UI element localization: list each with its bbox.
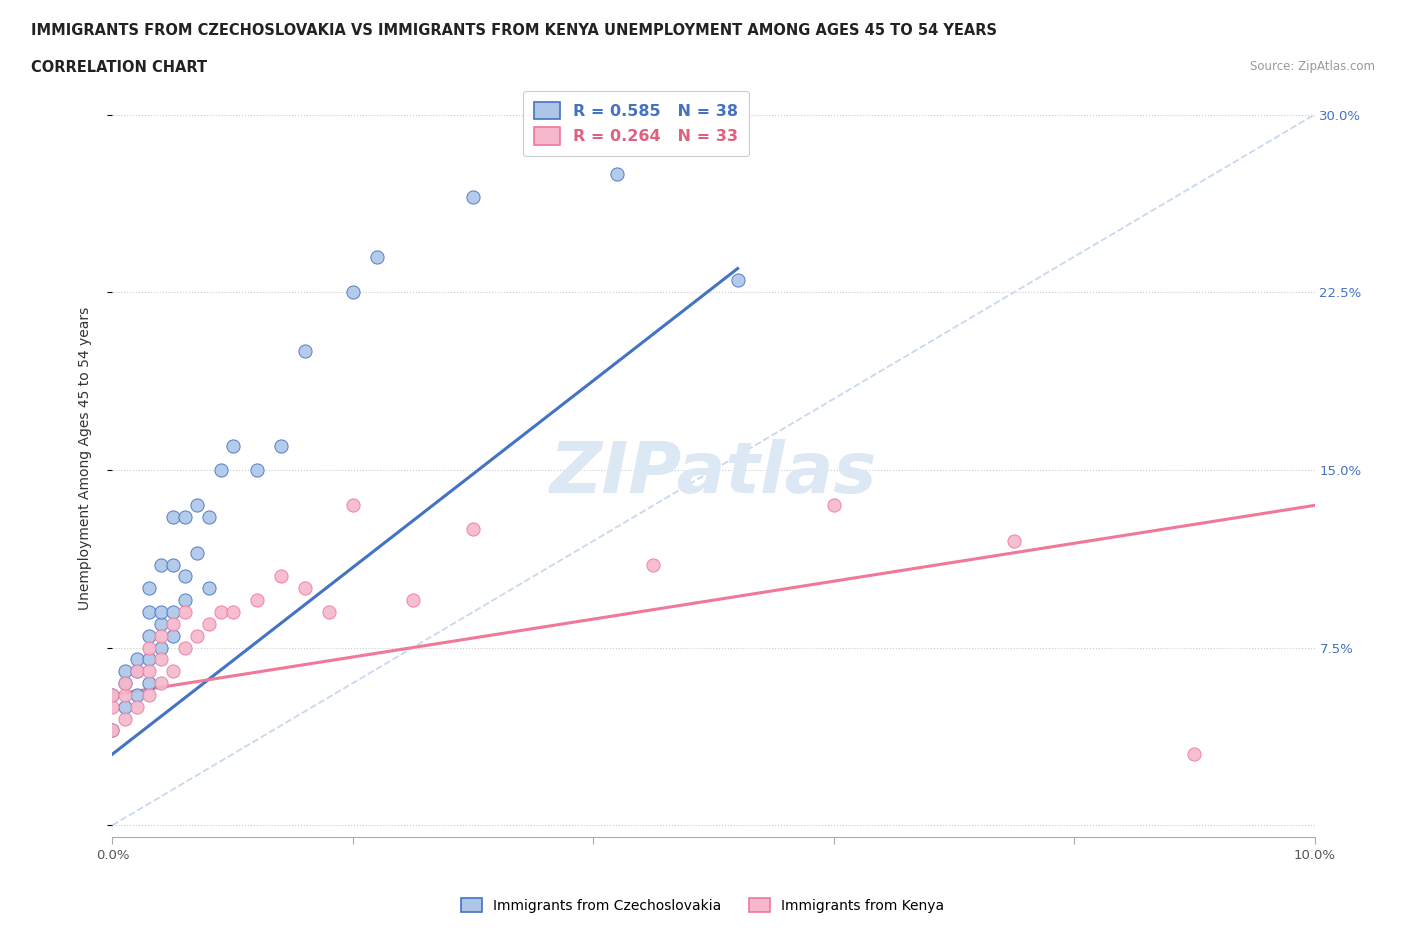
Point <box>222 439 245 454</box>
Point <box>342 285 364 299</box>
Point <box>101 723 124 737</box>
Point <box>138 664 160 679</box>
Text: CORRELATION CHART: CORRELATION CHART <box>31 60 207 75</box>
Point <box>138 675 160 690</box>
Point <box>294 581 316 596</box>
Point <box>114 687 136 702</box>
Point <box>101 687 124 702</box>
Point <box>209 462 232 477</box>
Point <box>138 652 160 667</box>
Point <box>162 604 184 619</box>
Point <box>461 190 484 205</box>
Point <box>125 699 148 714</box>
Point <box>125 664 148 679</box>
Point <box>114 711 136 726</box>
Text: ZIPatlas: ZIPatlas <box>550 439 877 508</box>
Point <box>138 640 160 655</box>
Point <box>114 699 136 714</box>
Point <box>149 629 172 644</box>
Point <box>114 675 136 690</box>
Point <box>222 604 245 619</box>
Point <box>197 510 219 525</box>
Point <box>270 439 292 454</box>
Point <box>173 569 195 584</box>
Legend: R = 0.585   N = 38, R = 0.264   N = 33: R = 0.585 N = 38, R = 0.264 N = 33 <box>523 91 749 156</box>
Point <box>173 592 195 607</box>
Point <box>246 462 269 477</box>
Point <box>318 604 340 619</box>
Point <box>162 617 184 631</box>
Point <box>101 699 124 714</box>
Point <box>138 581 160 596</box>
Point <box>366 249 388 264</box>
Text: Source: ZipAtlas.com: Source: ZipAtlas.com <box>1250 60 1375 73</box>
Point <box>125 687 148 702</box>
Point <box>643 557 665 572</box>
Point <box>342 498 364 512</box>
Point <box>114 675 136 690</box>
Point <box>727 272 749 287</box>
Point <box>149 640 172 655</box>
Point <box>101 687 124 702</box>
Legend: Immigrants from Czechoslovakia, Immigrants from Kenya: Immigrants from Czechoslovakia, Immigran… <box>456 893 950 919</box>
Point <box>162 664 184 679</box>
Point <box>197 617 219 631</box>
Point <box>149 675 172 690</box>
Point <box>149 604 172 619</box>
Point <box>402 592 425 607</box>
Point <box>138 604 160 619</box>
Point <box>101 723 124 737</box>
Point <box>186 545 208 560</box>
Point <box>209 604 232 619</box>
Point <box>149 557 172 572</box>
Point <box>606 166 628 181</box>
Point <box>162 510 184 525</box>
Point <box>461 522 484 537</box>
Point <box>125 664 148 679</box>
Point <box>114 664 136 679</box>
Point <box>173 640 195 655</box>
Point <box>138 687 160 702</box>
Point <box>186 498 208 512</box>
Point <box>270 569 292 584</box>
Y-axis label: Unemployment Among Ages 45 to 54 years: Unemployment Among Ages 45 to 54 years <box>77 306 91 610</box>
Point <box>823 498 845 512</box>
Point <box>173 510 195 525</box>
Point <box>173 604 195 619</box>
Point <box>149 652 172 667</box>
Point <box>1002 534 1025 549</box>
Point <box>294 344 316 359</box>
Point <box>246 592 269 607</box>
Point <box>162 557 184 572</box>
Point <box>138 629 160 644</box>
Point <box>125 652 148 667</box>
Point <box>149 617 172 631</box>
Point <box>197 581 219 596</box>
Point <box>162 629 184 644</box>
Point <box>1184 747 1206 762</box>
Text: IMMIGRANTS FROM CZECHOSLOVAKIA VS IMMIGRANTS FROM KENYA UNEMPLOYMENT AMONG AGES : IMMIGRANTS FROM CZECHOSLOVAKIA VS IMMIGR… <box>31 23 997 38</box>
Point <box>186 629 208 644</box>
